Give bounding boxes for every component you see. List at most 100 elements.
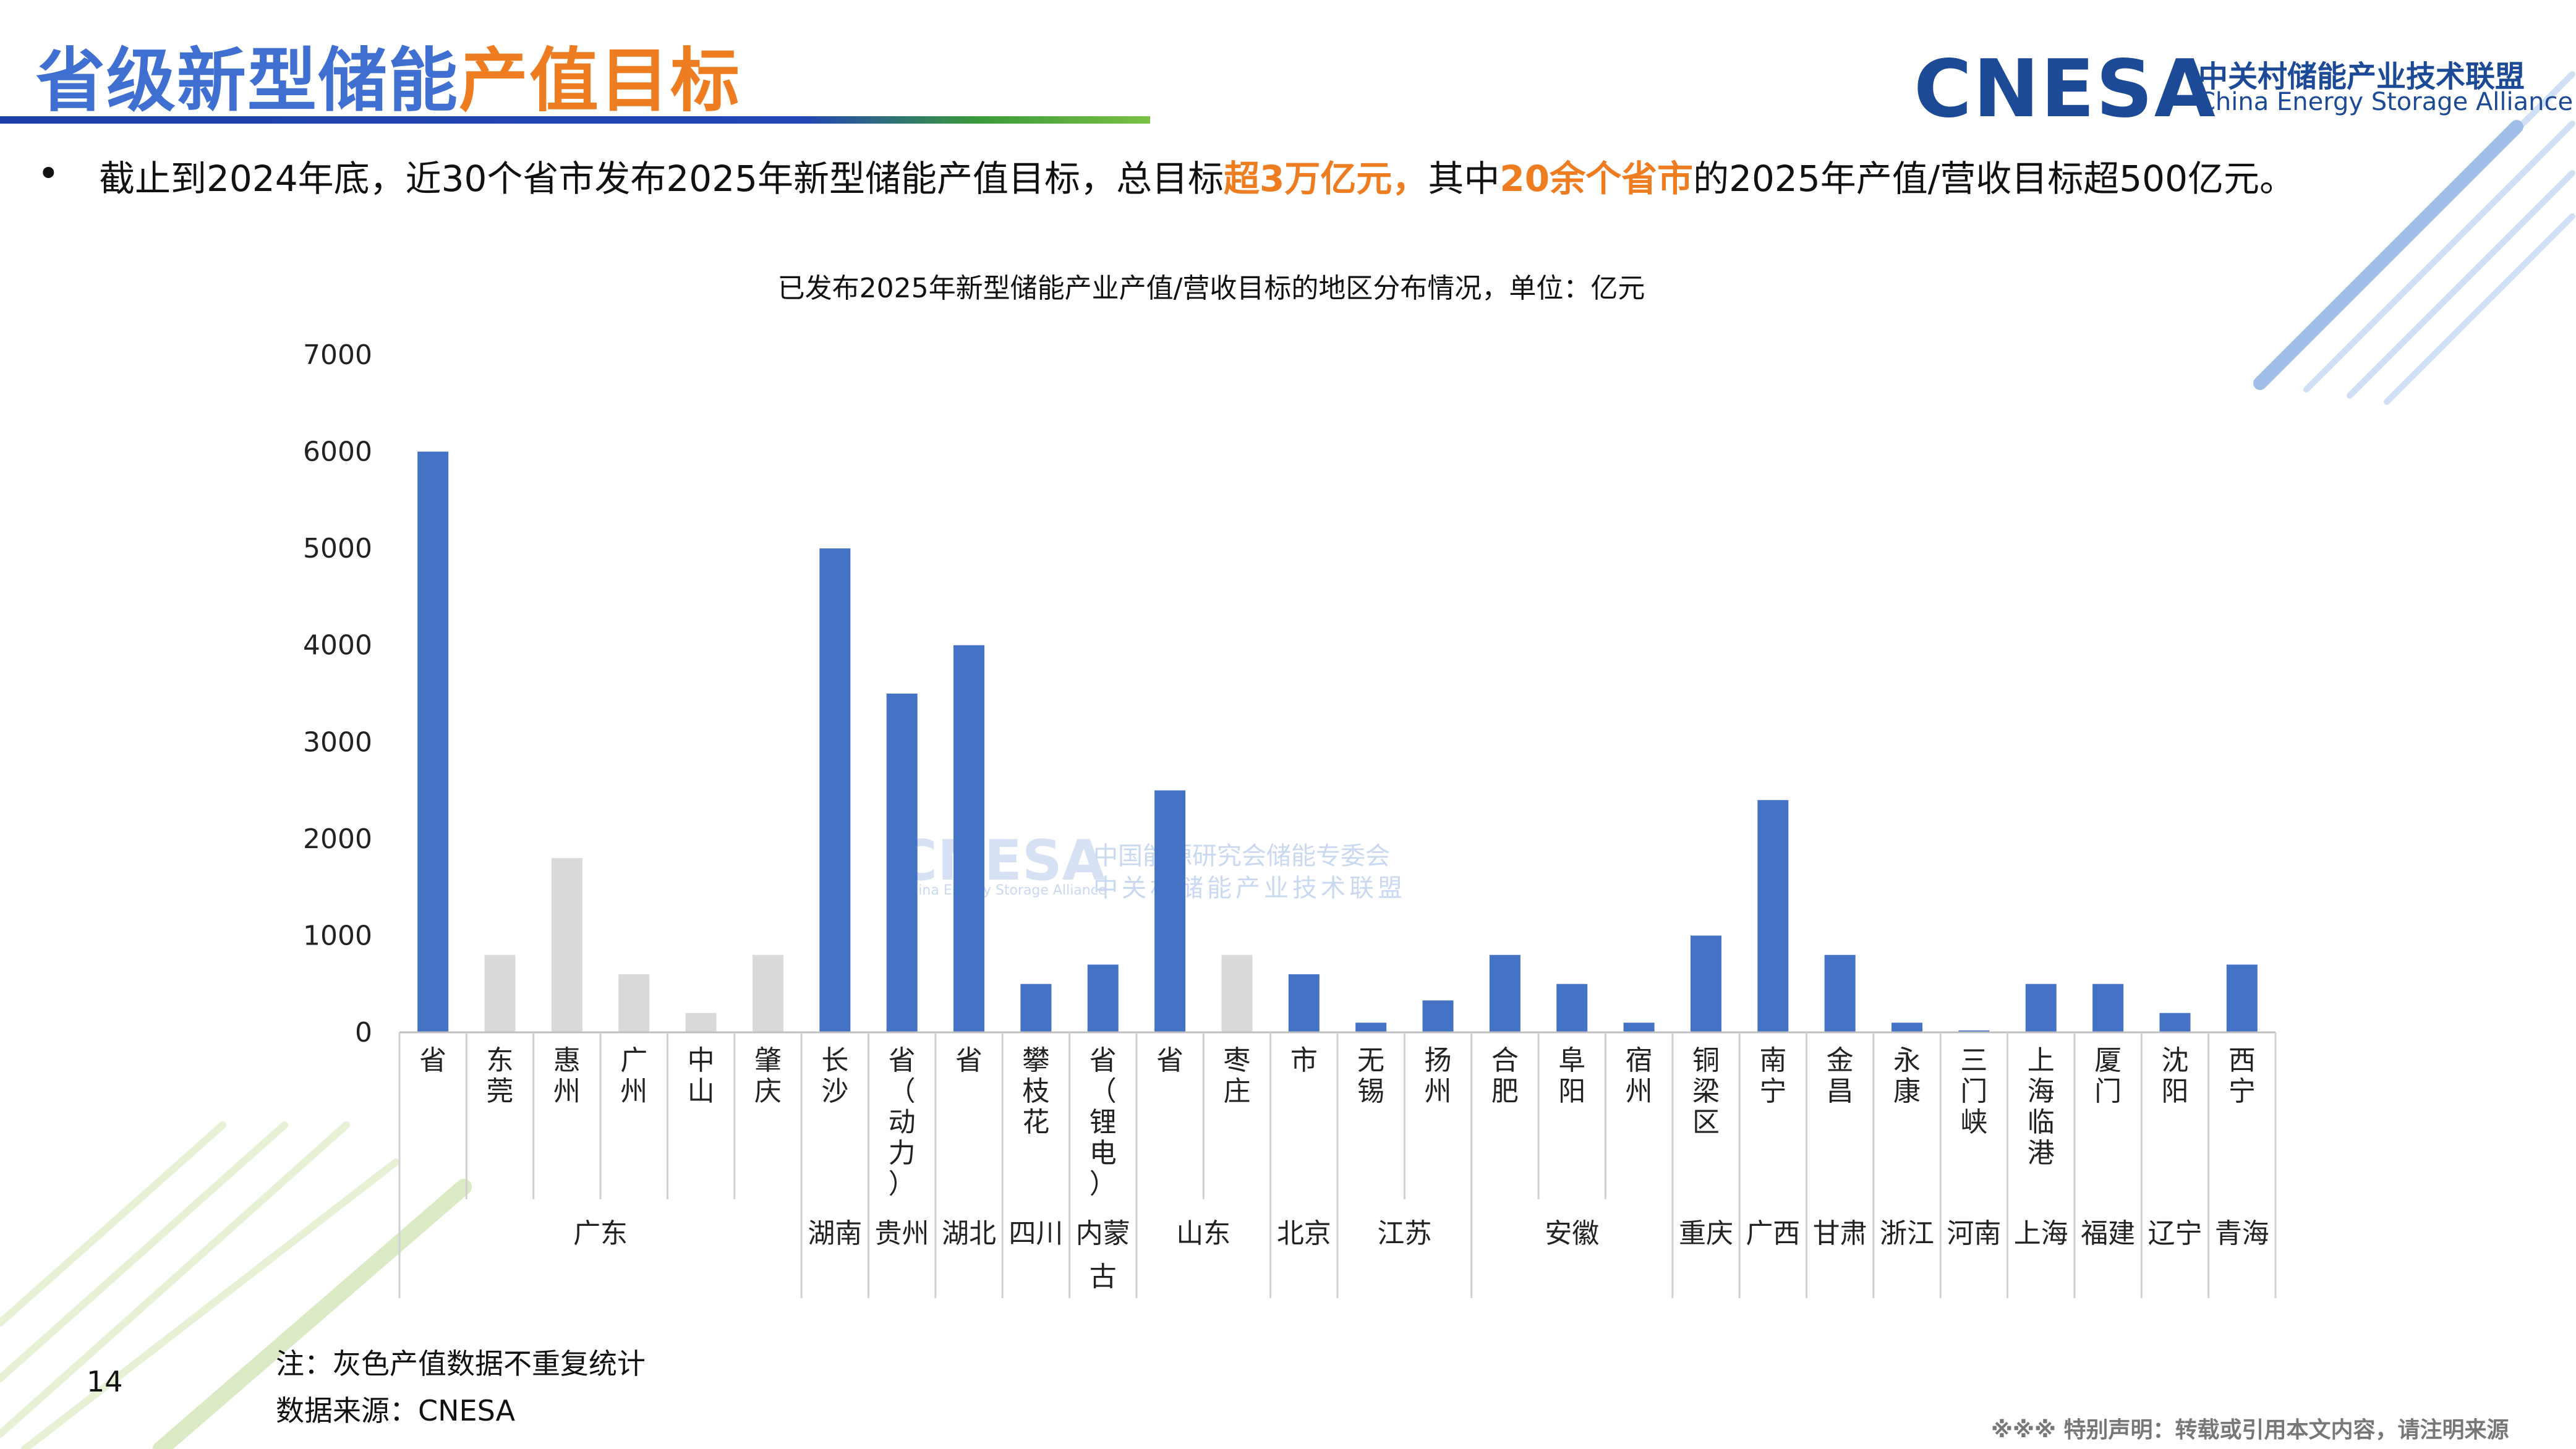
x-tick-label: 南宁 [1759,1045,1786,1107]
y-tick-label: 5000 [303,533,372,564]
x-tick-label: 合肥 [1491,1045,1519,1107]
x-tick-label: 省（动力） [889,1045,916,1200]
y-tick-label: 2000 [303,823,372,855]
x-tick-label: 铜梁区 [1692,1045,1720,1138]
x-tick-label: 宿州 [1626,1045,1653,1107]
bar [1355,1022,1387,1032]
bar [1154,790,1186,1032]
group-label: 福建 [2081,1218,2135,1249]
summary-part-1: 截止到2024年底，近30个省市发布2025年新型储能产值目标，总目标 [99,158,1224,200]
chart-note: 注：灰色产值数据不重复统计 [276,1347,646,1380]
group-label: 湖南 [808,1218,862,1249]
summary-part-2: 其中 [1428,158,1500,200]
bar [2159,1013,2191,1032]
x-tick-label: 扬州 [1425,1045,1452,1107]
bar [551,858,582,1032]
title-underline-bar [0,116,1150,124]
y-tick-label: 6000 [303,436,372,468]
group-label: 安徽 [1545,1218,1599,1249]
group-label: 山东 [1176,1218,1230,1249]
bar [1489,954,1520,1032]
decorative-stripes-top-right [2253,71,2575,405]
y-tick-label: 7000 [303,339,372,371]
group-label: 广东 [573,1218,628,1249]
group-label: 广西 [1746,1218,1800,1249]
bar [1221,954,1253,1032]
group-label: 浙江 [1880,1218,1934,1249]
summary-text: 截止到2024年底，近30个省市发布2025年新型储能产值目标，总目标超3万亿元… [99,150,2295,202]
x-tick-label: 长沙 [821,1045,848,1107]
page-number: 14 [87,1365,123,1398]
x-tick-label: 阜阳 [1558,1045,1585,1107]
bar [1288,974,1320,1032]
page-title: 省级新型储能产值目标 [36,25,741,125]
x-tick-label: 金昌 [1827,1045,1854,1107]
x-tick-label: 永康 [1893,1045,1921,1107]
group-label: 湖北 [942,1218,996,1249]
group-label: 贵州 [875,1218,929,1249]
bar [1690,935,1721,1032]
bar [618,974,650,1032]
x-tick-label: 沈阳 [2161,1045,2188,1107]
bullet-icon: • [37,151,60,196]
title-part-orange: 产值目标 [459,41,741,121]
decorative-stripes-bottom-left [0,1121,472,1449]
group-label: 四川 [1009,1218,1063,1249]
bar [1087,964,1119,1032]
group-label: 内蒙古 [1076,1218,1130,1293]
cnesa-logo: CNESA [1914,43,2217,135]
bar [685,1013,717,1032]
bar [1891,1022,1923,1032]
group-label: 江苏 [1377,1218,1431,1249]
watermark-logo: CNESA [897,828,1106,893]
x-tick-label: 省（锂电） [1090,1045,1117,1200]
bar [417,451,449,1032]
bar [886,694,918,1032]
summary-highlight-total: 超3万亿元， [1224,158,1428,200]
watermark-text-3: China Energy Storage Alliance [900,883,1107,898]
x-tick-label: 省 [419,1045,446,1076]
data-source: 数据来源：CNESA [276,1394,516,1427]
y-tick-label: 4000 [303,630,372,661]
bar [1757,800,1789,1032]
x-tick-label: 厦门 [2094,1045,2122,1107]
bar [2226,964,2258,1032]
x-tick-label: 惠州 [553,1045,581,1107]
bar [484,954,516,1032]
group-label: 重庆 [1679,1218,1733,1249]
group-label: 河南 [1947,1218,2001,1249]
bar [953,645,985,1032]
x-tick-label: 东莞 [487,1045,514,1107]
y-tick-label: 0 [355,1017,372,1048]
bar [1422,1000,1454,1032]
x-tick-label: 中山 [688,1045,715,1107]
bar [1824,954,1856,1032]
group-label: 青海 [2215,1218,2269,1249]
title-part-blue: 省级新型储能 [36,41,459,121]
bar [1020,984,1052,1032]
x-tick-label: 三门峡 [1960,1045,1987,1138]
x-tick-label: 上海临港 [2028,1045,2055,1169]
bar [2092,984,2124,1032]
logo-english-name: China Energy Storage Alliance [2198,88,2574,116]
group-label: 北京 [1277,1218,1331,1249]
x-tick-label: 省 [1156,1045,1184,1076]
watermark-text-2: 中关村储能产业技术联盟 [1093,874,1406,903]
x-tick-label: 枣庄 [1223,1045,1250,1107]
x-tick-label: 无锡 [1357,1045,1384,1107]
bar [1958,1030,1990,1032]
summary-highlight-provinces: 20余个省市 [1499,158,1694,200]
bar [819,548,851,1032]
x-tick-label: 省 [955,1045,983,1076]
x-tick-label: 肇庆 [754,1045,782,1107]
bar [752,954,783,1032]
x-tick-label: 攀枝花 [1022,1045,1049,1138]
x-tick-label: 西宁 [2228,1045,2256,1107]
y-tick-label: 3000 [303,726,372,758]
bar [1623,1022,1655,1032]
chart-title: 已发布2025年新型储能产业产值/营收目标的地区分布情况，单位：亿元 [777,273,1645,304]
x-tick-label: 广州 [620,1045,647,1107]
bar [1556,984,1588,1032]
y-tick-label: 1000 [303,920,372,951]
